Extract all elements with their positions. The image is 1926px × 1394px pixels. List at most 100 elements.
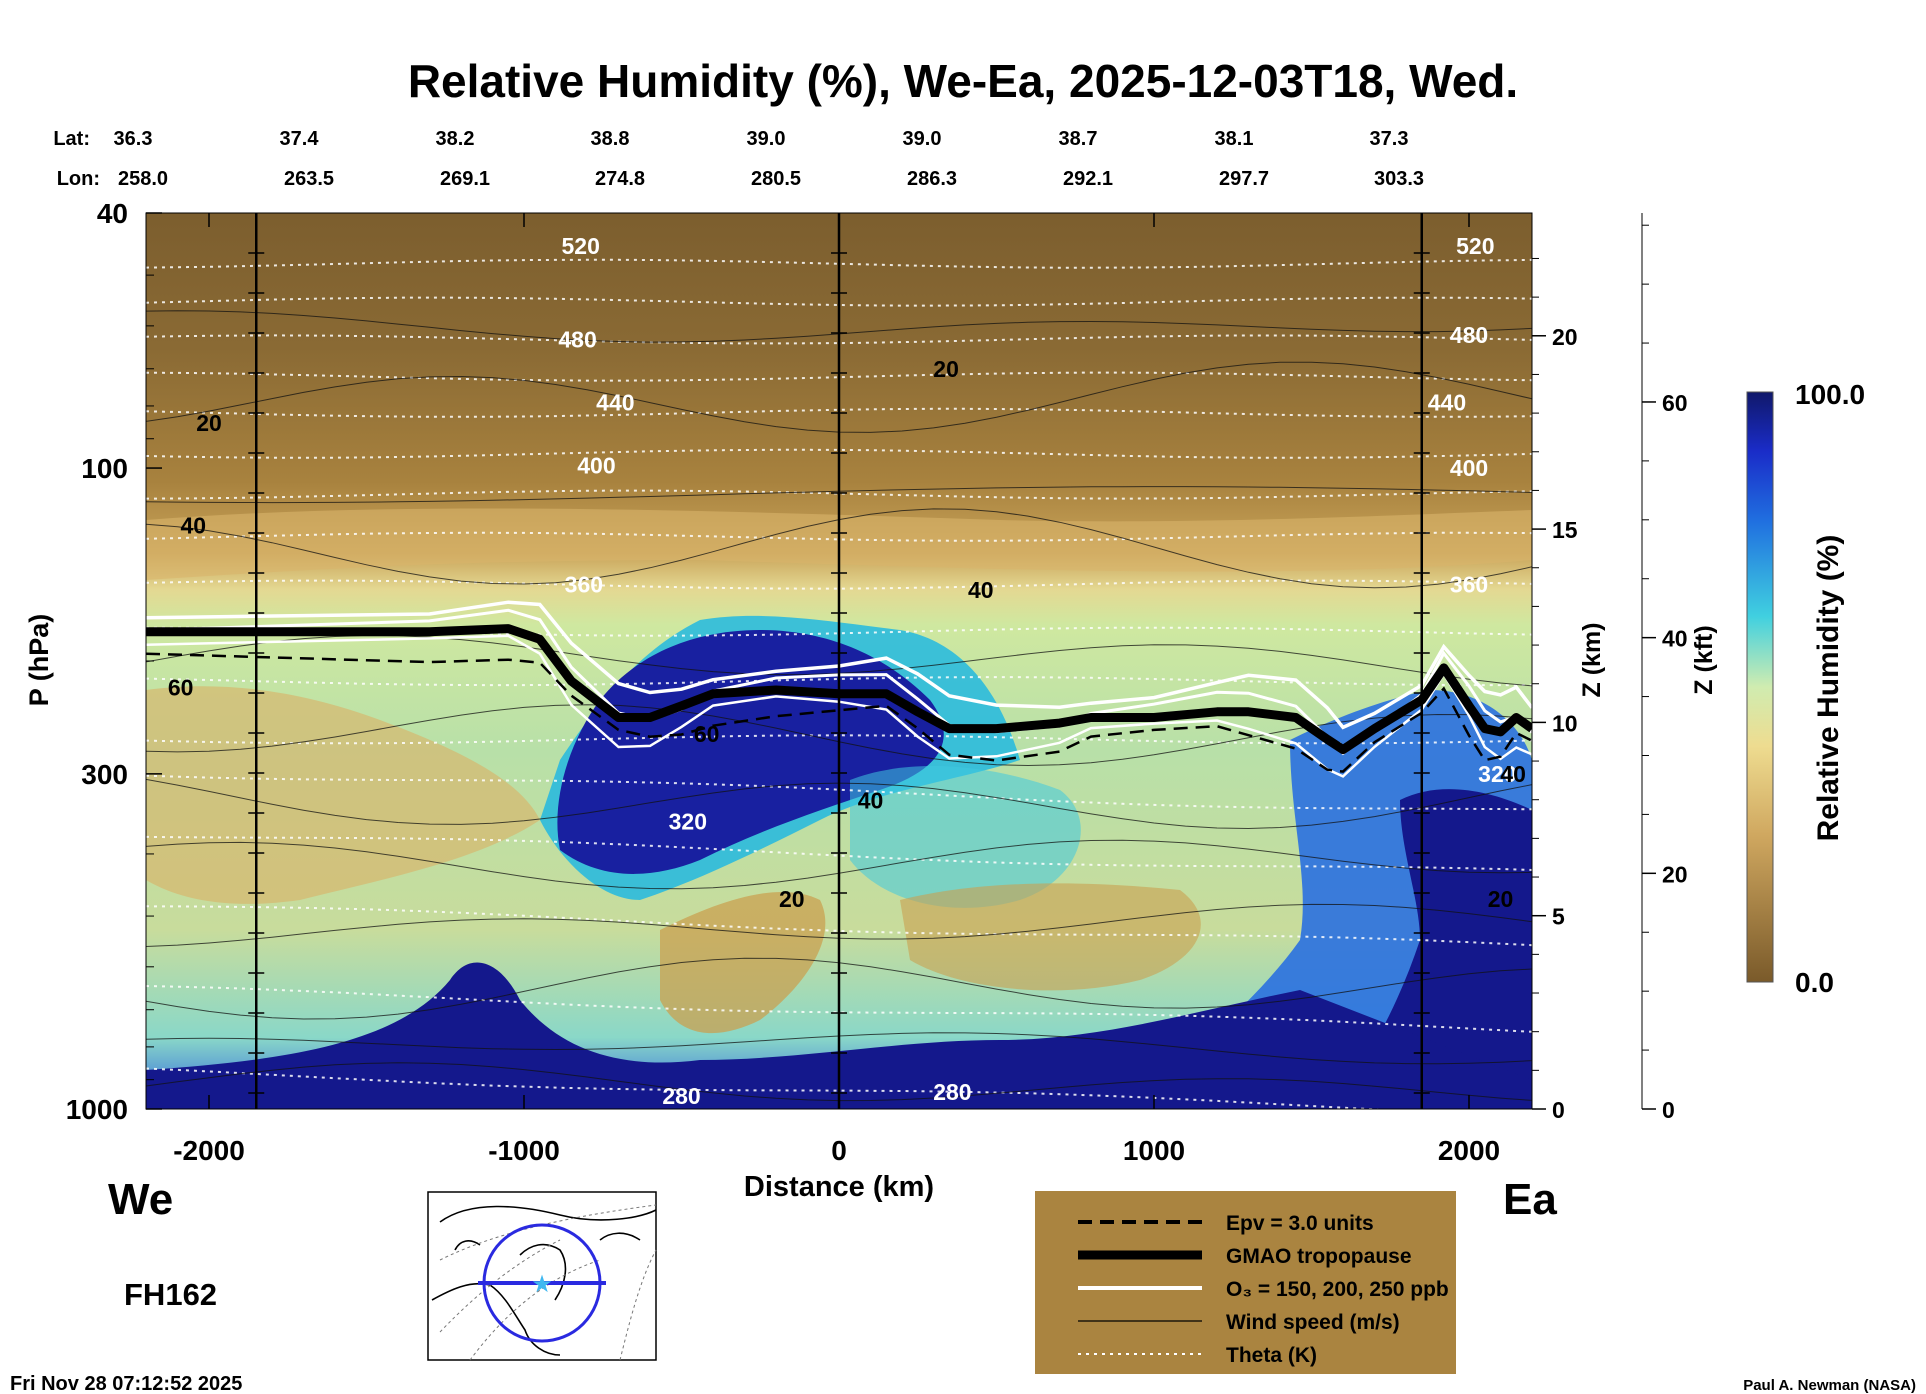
theta-label: 440 (596, 389, 634, 415)
lon-value: 303.3 (1374, 168, 1424, 190)
z-kft-tick-label: 60 (1662, 390, 1688, 416)
wind-label: 60 (168, 675, 194, 701)
west-label: We (108, 1175, 173, 1224)
x-axis-label: Distance (km) (744, 1171, 934, 1203)
x-axis: -2000 -1000 0 1000 2000 (173, 213, 1500, 1166)
lat-value: 37.3 (1370, 128, 1409, 150)
z-kft-tick-label: 20 (1662, 861, 1688, 887)
timestamp: Fri Nov 28 07:12:52 2025 (10, 1373, 242, 1394)
plot-area: 520 520 480 480 440 440 400 400 360 360 320 320 280 2… (146, 213, 1532, 1109)
east-label: Ea (1503, 1175, 1557, 1224)
theta-label: 400 (577, 452, 615, 478)
lon-value: 286.3 (907, 168, 957, 190)
wind-label: 20 (196, 410, 222, 436)
moist-region-mid-cyan (850, 766, 1081, 908)
lat-lon-header: Lat: Lon: 36.3 37.4 38.2 38.8 39.0 39.0 38.7 38.1… (53, 128, 1424, 190)
tropopause-line (146, 624, 1532, 755)
theta-label: 480 (558, 326, 596, 352)
legend-label: O₃ = 150, 200, 250 ppb (1226, 1278, 1449, 1301)
lat-value: 39.0 (747, 128, 786, 150)
theta-labels: 520 520 480 480 440 440 400 400 360 360 320 320 280 2… (558, 233, 1516, 1109)
lon-value: 297.7 (1219, 168, 1269, 190)
wind-label: 20 (1488, 886, 1514, 912)
colorbar (1746, 391, 1774, 983)
theta-label: 320 (669, 809, 707, 835)
z-km-tick-label: 10 (1552, 710, 1578, 736)
wind-label: 40 (968, 577, 994, 603)
z-km-tick-label: 15 (1552, 517, 1578, 543)
lon-value: 280.5 (751, 168, 801, 190)
legend-label: Epv = 3.0 units (1226, 1212, 1374, 1235)
wind-label: 20 (933, 356, 959, 382)
x-tick-label: -2000 (173, 1135, 245, 1166)
theta-label: 320 (1478, 761, 1516, 787)
inset-map: ★ (427, 1191, 657, 1361)
lat-value: 38.7 (1059, 128, 1098, 150)
theta-label: 280 (662, 1083, 700, 1109)
theta-label: 280 (933, 1079, 971, 1105)
wind-label: 20 (779, 886, 805, 912)
p-tick-label: 100 (81, 453, 128, 484)
lon-value: 292.1 (1063, 168, 1113, 190)
theta-label: 440 (1428, 389, 1466, 415)
z-km-axis: 0 5 10 15 20 (1531, 213, 1578, 1123)
lat-value: 37.4 (280, 128, 320, 150)
lon-value: 258.0 (118, 168, 168, 190)
p-tick-label: 1000 (66, 1094, 128, 1125)
z-kft-axis-label: Z (kft) (1690, 625, 1718, 694)
p-tick-label: 300 (81, 759, 128, 790)
theta-label: 400 (1450, 455, 1488, 481)
chart-title: Relative Humidity (%), We-Ea, 2025-12-03… (408, 55, 1518, 107)
theta-label: 360 (1450, 572, 1488, 598)
z-kft-tick-label: 40 (1662, 626, 1688, 652)
colorbar-max-label: 100.0 (1795, 379, 1865, 410)
lat-value: 38.2 (436, 128, 475, 150)
wind-label: 40 (858, 787, 884, 813)
lon-value: 269.1 (440, 168, 490, 190)
z-km-axis-label: Z (km) (1578, 623, 1606, 698)
p-tick-label: 40 (97, 198, 128, 229)
lon-value: 274.8 (595, 168, 645, 190)
z-km-tick-label: 20 (1552, 324, 1578, 350)
theta-label: 520 (1456, 233, 1494, 259)
x-tick-label: -1000 (488, 1135, 560, 1166)
lon-header-label: Lon: (57, 168, 100, 190)
z-kft-tick-label: 0 (1662, 1097, 1675, 1123)
station-lines (248, 213, 1430, 1109)
dry-region-west (146, 686, 540, 904)
colorbar-min-label: 0.0 (1795, 967, 1834, 998)
z-km-tick-label: 5 (1552, 904, 1565, 930)
credit: Paul A. Newman (NASA) (1743, 1377, 1916, 1394)
colorbar-title: Relative Humidity (%) (1812, 535, 1845, 842)
ozone-contour (146, 600, 1532, 730)
legend-label: Theta (K) (1226, 1344, 1317, 1367)
theta-label: 520 (562, 233, 600, 259)
epv-line (146, 652, 1532, 773)
x-tick-label: 0 (831, 1135, 847, 1166)
legend: Epv = 3.0 units GMAO tropopause O₃ = 150, … (1035, 1191, 1456, 1374)
star-icon: ★ (531, 1271, 553, 1298)
y-axis-label: P (hPa) (24, 614, 54, 707)
theta-label: 360 (565, 572, 603, 598)
wind-labels: 20 20 40 40 60 60 40 20 40 20 (168, 356, 1526, 912)
lat-value: 38.8 (591, 128, 630, 150)
z-km-tick-label: 0 (1552, 1097, 1565, 1123)
lon-value: 263.5 (284, 168, 334, 190)
lat-value: 39.0 (903, 128, 942, 150)
wind-label: 40 (1500, 761, 1526, 787)
lat-value: 36.3 (114, 128, 153, 150)
x-tick-label: 1000 (1123, 1135, 1185, 1166)
wind-label: 40 (180, 513, 206, 539)
forecast-hour: FH162 (124, 1277, 217, 1312)
z-kft-axis: 0 20 40 60 (1641, 213, 1688, 1123)
x-tick-label: 2000 (1438, 1135, 1500, 1166)
wind-label: 60 (694, 721, 720, 747)
legend-label: GMAO tropopause (1226, 1245, 1412, 1268)
pressure-axis: 40 100 300 1000 (66, 198, 162, 1125)
lat-value: 38.1 (1215, 128, 1254, 150)
legend-label: Wind speed (m/s) (1226, 1311, 1400, 1334)
lat-header-label: Lat: (53, 128, 90, 150)
theta-label: 480 (1450, 322, 1488, 348)
dry-region-mideast (900, 883, 1201, 991)
